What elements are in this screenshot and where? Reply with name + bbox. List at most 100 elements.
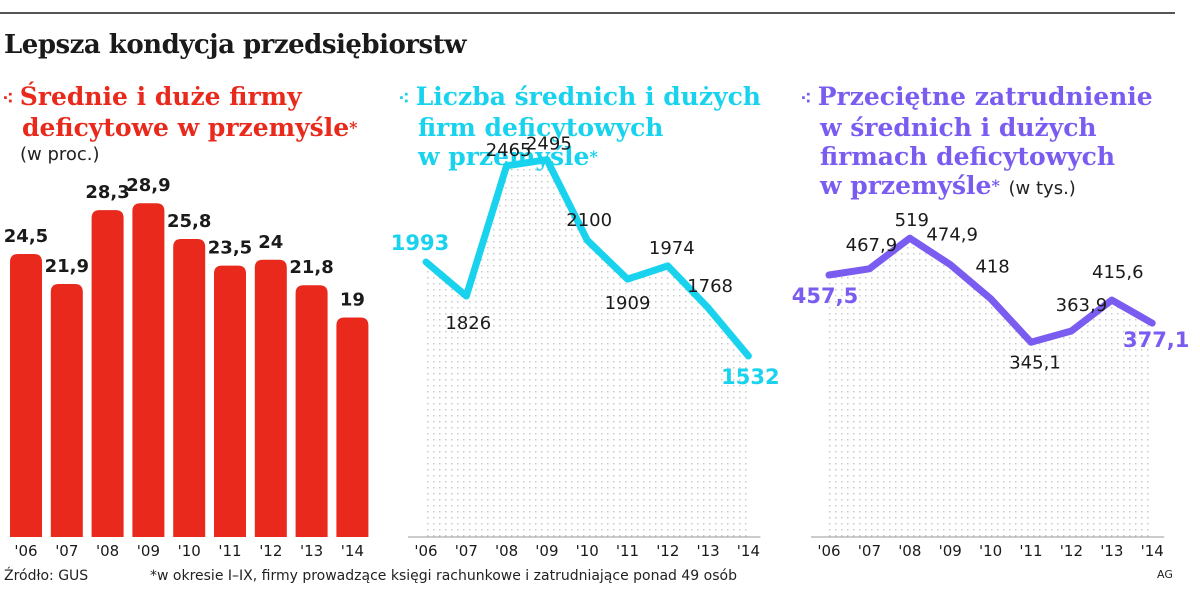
- chart1-value-label-4: 25,8: [167, 211, 211, 232]
- chart3-tick-label-5: '11: [1019, 542, 1042, 560]
- chart2-point-1: [464, 294, 468, 298]
- chart2-value-label-1: 1826: [445, 313, 491, 334]
- chart1-title-line2: deficytowe w przemyśle: [22, 113, 350, 142]
- chart1-tick-label-5: '11: [218, 542, 241, 560]
- chart1-value-label-3: 28,9: [126, 175, 170, 196]
- chart1-title: ⁖ Średnie i duże firmy deficytowe w przem…: [2, 82, 357, 142]
- chart1-value-label-0: 24,5: [4, 226, 48, 247]
- chart1-bar-1: [50, 284, 83, 537]
- chart3-point-5: [1029, 340, 1033, 344]
- chart1-asterisk: *: [349, 118, 358, 137]
- chart3-title-line3: firmach deficytowych: [820, 142, 1116, 171]
- chart2-dots-icon: ⁖: [398, 86, 410, 110]
- chart1-bar-3: [132, 203, 165, 537]
- chart3-point-4: [989, 297, 993, 301]
- chart3-tick-label-0: '06: [817, 542, 840, 560]
- chart2-title-line2: firm deficytowych: [418, 113, 664, 142]
- chart1-tick-label-6: '12: [259, 542, 282, 560]
- chart3-value-label-0: 457,5: [792, 284, 858, 308]
- chart3-point-7: [1110, 298, 1114, 302]
- chart3-tick-label-6: '12: [1060, 542, 1083, 560]
- chart2-line-chart: 1993 '06 1826 '07 2465 '08 2495 '09 2100 '10 1909 '…: [391, 134, 780, 560]
- chart2-title: ⁖ Liczba średnich i dużych firm deficytow…: [398, 82, 761, 171]
- chart1-unit: (w proc.): [20, 144, 100, 165]
- chart3-title-line1: Przeciętne zatrudnienie: [817, 82, 1153, 111]
- chart2-value-label-6: 1974: [649, 238, 695, 259]
- chart1-bar-5: [214, 265, 246, 537]
- chart3-line-chart: 457,5 '06 467,9 '07 519 '08 474,9 '09 418 '10 345,…: [792, 210, 1190, 560]
- chart3-unit: (w tys.): [1008, 178, 1076, 199]
- chart2-value-label-8: 1532: [721, 365, 779, 389]
- chart1-tick-label-7: '13: [300, 542, 323, 560]
- chart3-title: ⁖ Przeciętne zatrudnienie w średnich i du…: [800, 82, 1153, 203]
- chart1-bar-chart: 24,5 '06 21,9 '07 28,3 '08 28,9 '09 25,8 '10 23,5 '…: [4, 175, 369, 560]
- chart2-tick-label-6: '12: [656, 542, 679, 560]
- chart1-value-label-7: 21,8: [289, 257, 333, 278]
- chart3-tick-label-8: '14: [1141, 542, 1164, 560]
- chart1-value-label-1: 21,9: [45, 256, 89, 277]
- chart3-point-2: [908, 236, 912, 240]
- chart1-tick-label-1: '07: [55, 542, 78, 560]
- chart1-bar-2: [91, 210, 124, 537]
- chart3-value-label-7: 415,6: [1092, 262, 1144, 283]
- chart3-value-label-8: 377,1: [1123, 328, 1189, 352]
- chart1-value-label-8: 19: [340, 290, 365, 311]
- chart2-point-2: [505, 164, 509, 168]
- chart2-tick-label-4: '10: [576, 542, 599, 560]
- chart2-point-5: [626, 277, 629, 281]
- chart3-dots-icon: ⁖: [800, 86, 812, 110]
- chart2-tick-label-8: '14: [737, 542, 760, 560]
- chart1-bar-0: [10, 254, 42, 537]
- chart1-title-line1: Średnie i duże firmy: [19, 82, 302, 111]
- chart1-tick-label-0: '06: [14, 542, 37, 560]
- footnote: *w okresie I–IX, firmy prowadzące księgi…: [150, 568, 737, 584]
- chart1-value-label-6: 24: [258, 232, 283, 253]
- chart2-tick-label-7: '13: [696, 542, 719, 560]
- chart3-tick-label-7: '13: [1100, 542, 1123, 560]
- chart3-title-line4: w przemyśle: [820, 171, 992, 200]
- chart2-point-0: [424, 260, 428, 264]
- chart1-bar-4: [173, 239, 206, 537]
- chart2-point-3: [545, 158, 549, 162]
- chart2-value-label-3: 2495: [526, 134, 572, 155]
- chart2-point-6: [666, 264, 670, 268]
- chart1-tick-label-3: '09: [137, 542, 160, 560]
- chart2-value-label-2: 2465: [486, 140, 532, 161]
- chart3-value-label-3: 474,9: [926, 225, 978, 246]
- source-note: Źródło: GUS: [4, 568, 89, 584]
- chart1-bar-7: [295, 285, 328, 537]
- chart3-tick-label-4: '10: [979, 542, 1002, 560]
- chart1-bar-6: [254, 259, 287, 537]
- chart2-tick-label-3: '09: [535, 542, 558, 560]
- chart2-point-4: [585, 238, 589, 242]
- top-rule: [0, 12, 1175, 14]
- chart2-point-8: [746, 354, 750, 358]
- chart3-point-0: [827, 273, 831, 277]
- chart2-value-label-4: 2100: [566, 210, 612, 231]
- chart2-tick-label-0: '06: [414, 542, 437, 560]
- chart2-point-7: [706, 306, 710, 310]
- chart3-asterisk: *: [991, 176, 1000, 195]
- chart1-tick-label-8: '14: [341, 542, 364, 560]
- chart3-value-label-6: 363,9: [1056, 295, 1108, 316]
- chart3-value-label-4: 418: [975, 257, 1009, 278]
- chart3-area-fill: [829, 238, 1153, 537]
- chart1-bar-8: [336, 317, 369, 537]
- chart1-tick-label-4: '10: [178, 542, 201, 560]
- chart3-point-8: [1150, 321, 1154, 325]
- chart3-value-label-1: 467,9: [846, 235, 898, 256]
- chart3-value-label-2: 519: [895, 210, 929, 231]
- chart3-title-line2: w średnich i dużych: [820, 113, 1097, 142]
- chart3-tick-label-1: '07: [858, 542, 881, 560]
- chart3-tick-label-3: '09: [939, 542, 962, 560]
- chart1-value-label-5: 23,5: [208, 238, 252, 259]
- chart3-tick-label-2: '08: [898, 542, 921, 560]
- chart3-value-label-5: 345,1: [1009, 352, 1061, 373]
- chart2-value-label-5: 1909: [605, 293, 651, 314]
- page-title: Lepsza kondycja przedsiębiorstw: [4, 30, 467, 60]
- chart2-title-line1: Liczba średnich i dużych: [415, 82, 761, 111]
- chart2-tick-label-2: '08: [495, 542, 518, 560]
- chart2-tick-label-1: '07: [455, 542, 478, 560]
- chart2-tick-label-5: '11: [616, 542, 639, 560]
